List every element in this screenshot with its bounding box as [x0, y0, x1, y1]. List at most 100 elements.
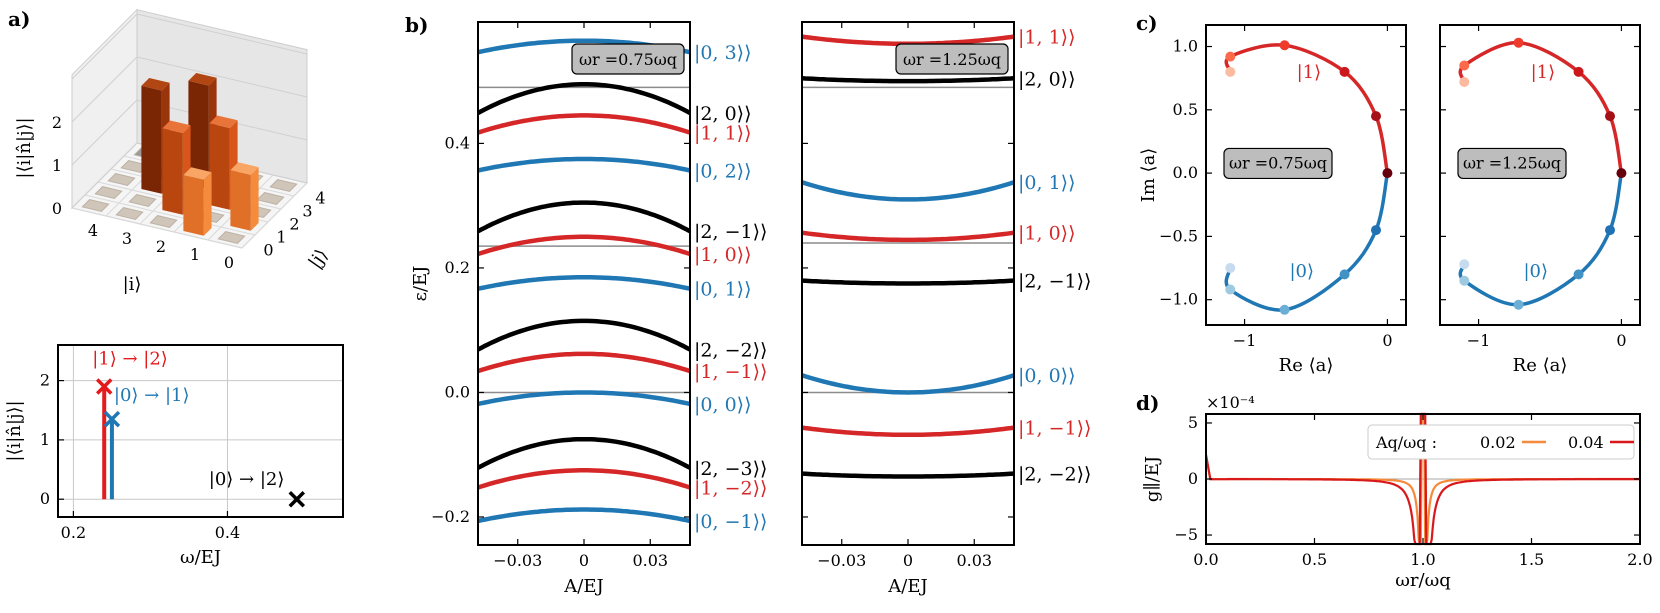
- j-tick-label: 3: [302, 202, 312, 221]
- level-line: [801, 373, 1015, 395]
- y-tick-label: −5: [1174, 525, 1198, 544]
- level-label: |0, 2⟩⟩: [694, 160, 751, 182]
- level-label: |0, 1⟩⟩: [1018, 172, 1075, 194]
- y-tick-label: 0: [40, 489, 50, 508]
- panel-label-d: d): [1136, 391, 1159, 415]
- bar-top: [183, 167, 212, 180]
- z-tick-label: 1: [52, 156, 62, 175]
- legend-title: Aq/ωq :: [1375, 433, 1437, 452]
- level-label: |1, −1⟩⟩: [1018, 418, 1091, 440]
- chart-c-right: −1 0 Re ⟨a⟩ |1⟩ |0⟩ ωr =1.25ωq: [1439, 24, 1641, 376]
- stem-marker: [95, 378, 113, 395]
- y-multiplier: ×10⁻⁴: [1206, 393, 1255, 412]
- y-tick-label: −1.0: [1159, 290, 1198, 309]
- level-line: [801, 230, 1015, 243]
- x-tick-label: 0.03: [956, 551, 992, 570]
- floor-tile: [115, 207, 144, 220]
- level-label: |2, 0⟩⟩: [694, 103, 751, 125]
- annotation-box: [895, 43, 1009, 75]
- level-label: |1, −1⟩⟩: [694, 361, 767, 383]
- x-tick-label: 0: [903, 551, 913, 570]
- bar-side: [230, 170, 251, 231]
- level-line: [477, 390, 691, 407]
- state-label-0: |0⟩: [1523, 261, 1548, 282]
- annotation-text: ωr =1.25ωq: [1463, 153, 1561, 172]
- stem-marker: [103, 410, 121, 428]
- j-tick-label: 1: [276, 228, 286, 247]
- annotation-text: ωr =0.75ωq: [1229, 153, 1327, 172]
- x-tick-label: 0: [579, 551, 589, 570]
- floor-grid: [84, 194, 256, 236]
- chart-a-stem: 0.2 0.4 0 1 2 ω/EJ |⟨i|n̂|j⟩| |1⟩ → |2⟩ |0⟩ → |1…: [4, 344, 344, 568]
- level-line: [477, 234, 691, 257]
- marker-state-1: [1225, 66, 1236, 77]
- x-tick-label: 0: [1382, 331, 1392, 350]
- bar-side: [209, 123, 230, 210]
- floor-grid: [241, 182, 308, 249]
- i-tick-label: 3: [122, 229, 132, 248]
- marker-state-0: [1459, 275, 1470, 286]
- level-line: [801, 278, 1015, 286]
- marker-state-0: [1459, 259, 1470, 270]
- y-axis-label: g∥/EJ: [1142, 456, 1163, 502]
- x-axis-label: ωr/ωq: [1395, 570, 1451, 591]
- i-tick-label: 0: [224, 253, 234, 272]
- state-label-0: |0⟩: [1289, 261, 1314, 282]
- level-line: [477, 113, 691, 135]
- bar-side: [162, 128, 183, 215]
- marker-state-1: [1513, 37, 1524, 48]
- marker-state-1: [1339, 66, 1350, 77]
- wall-grid: [136, 56, 308, 98]
- z-tick-label: 2: [52, 113, 62, 132]
- x-tick-label: 0.2: [61, 523, 86, 542]
- legend-label: 0.02: [1480, 433, 1516, 452]
- j-axis-label: |j⟩: [305, 245, 333, 272]
- bar-side: [141, 85, 162, 194]
- curve-state-0: [1224, 172, 1390, 312]
- y-tick-label: 0.0: [1173, 163, 1198, 182]
- annotation-box: [1223, 147, 1333, 180]
- marker-state-1: [1459, 60, 1470, 71]
- marker-state-0: [1573, 269, 1584, 280]
- level-label: |0, −1⟩⟩: [694, 511, 767, 533]
- chart-c-left: −1 0 −1.0 −0.5 0.0 0.5 1.0 Re ⟨a⟩ Im ⟨a⟩ |1⟩ |0⟩ ωr…: [1138, 24, 1407, 376]
- z-tick-label: 0: [52, 199, 62, 218]
- axes-frame: [57, 344, 344, 518]
- stem-label: |0⟩ → |2⟩: [209, 469, 285, 490]
- axes-frame: [1439, 24, 1641, 326]
- marker-state-1: [1225, 51, 1236, 62]
- y-tick-label: 0.5: [1173, 100, 1198, 119]
- z-axis-label: |⟨i|n̂|j⟩|: [14, 117, 35, 178]
- floor-tile: [149, 215, 178, 228]
- chart-b-right: |1, 1⟩⟩ |2, 0⟩⟩ |0, 1⟩⟩ |1, 0⟩⟩ |2, −1⟩⟩ |0, …: [801, 21, 1091, 597]
- level-line: [476, 82, 692, 115]
- axes-frame: [1205, 24, 1407, 326]
- level-line: [476, 318, 692, 352]
- panel-label-a: a): [8, 7, 30, 31]
- x-tick-label: 0.03: [632, 551, 668, 570]
- y-axis-label: ε/EJ: [410, 266, 431, 302]
- annotation-box: [1457, 147, 1567, 180]
- x-tick-label: 2.0: [1627, 550, 1652, 569]
- level-label: |1, 1⟩⟩: [1018, 27, 1075, 49]
- x-axis-label: Re ⟨a⟩: [1279, 355, 1334, 376]
- level-line: [477, 468, 691, 490]
- stem-label: |1⟩ → |2⟩: [92, 349, 168, 370]
- marker-state-1: [1459, 76, 1470, 87]
- level-label: |1, −2⟩⟩: [694, 477, 767, 499]
- floor-tile: [217, 231, 246, 244]
- level-line: [476, 436, 692, 470]
- marker-state-1: [1573, 66, 1584, 77]
- y-axis-label: Im ⟨a⟩: [1138, 148, 1159, 203]
- level-label: |2, −3⟩⟩: [694, 458, 767, 480]
- marker-state-0: [1513, 299, 1524, 310]
- level-label: |1, 1⟩⟩: [694, 123, 751, 145]
- wall-grid: [71, 56, 138, 123]
- x-tick-label: 0.0: [1193, 550, 1218, 569]
- level-label: |0, 3⟩⟩: [694, 42, 751, 64]
- level-line: [801, 425, 1015, 438]
- marker-state-0: [1605, 225, 1615, 236]
- level-label: |0, 0⟩⟩: [694, 394, 751, 416]
